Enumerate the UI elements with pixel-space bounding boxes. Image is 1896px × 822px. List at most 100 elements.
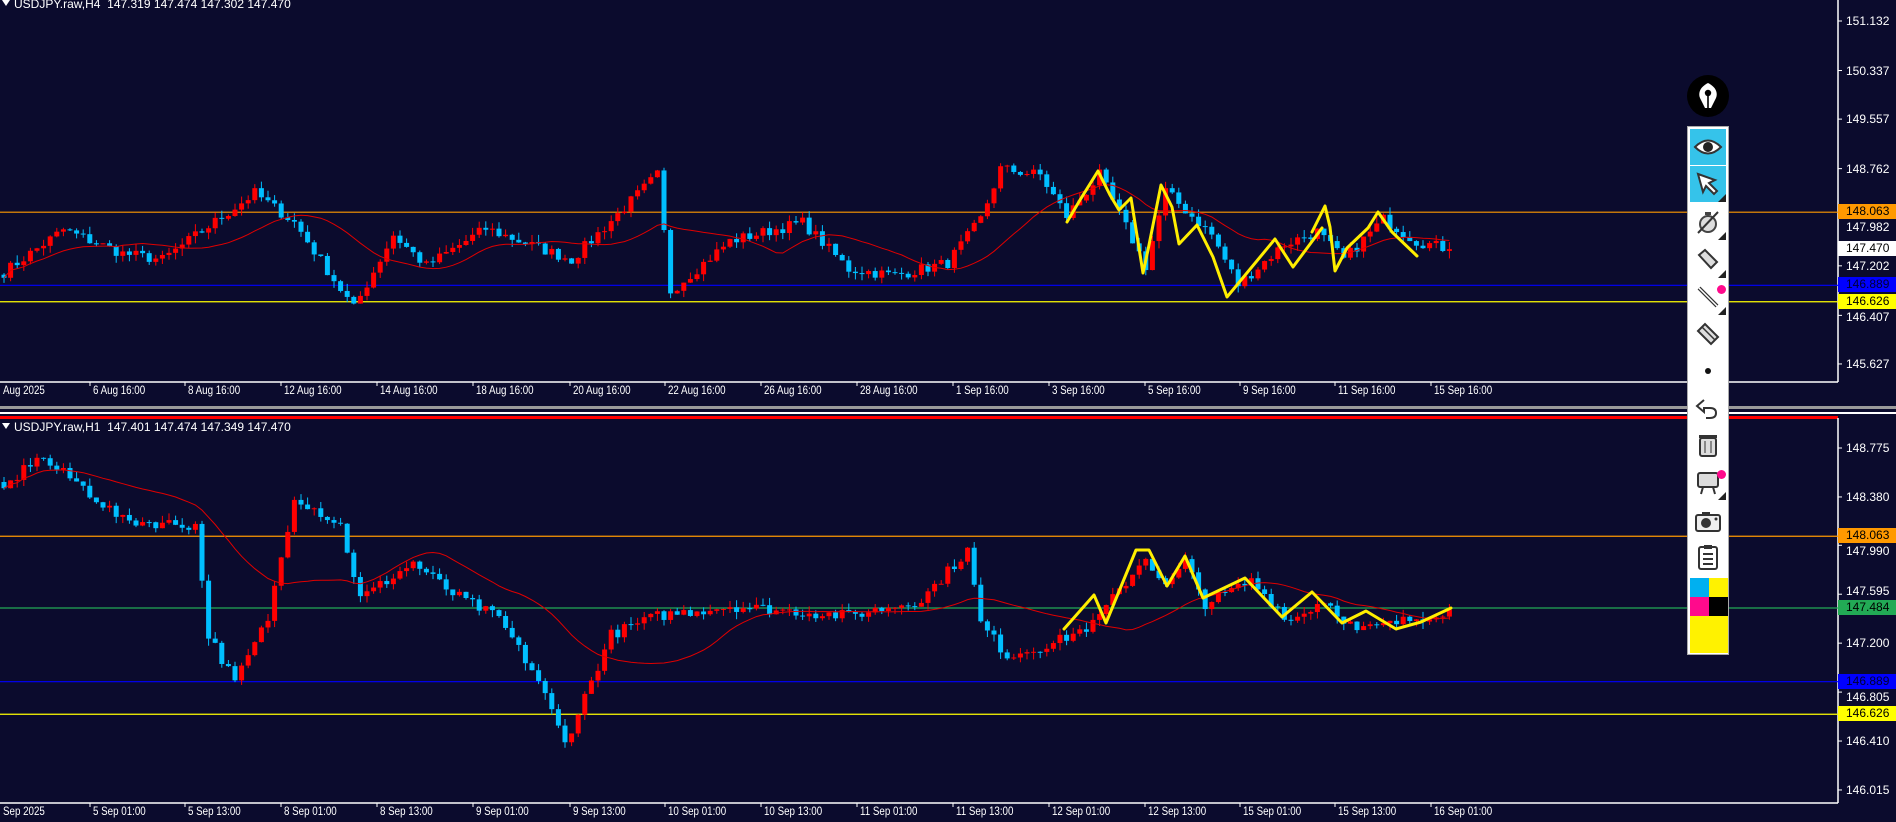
candle-body <box>780 609 786 611</box>
candle-body <box>542 243 548 255</box>
candle-body <box>951 566 957 569</box>
candle-body <box>47 236 53 246</box>
candle-body <box>628 196 634 212</box>
candle-body <box>324 255 330 276</box>
line-tool[interactable] <box>1690 279 1726 315</box>
candle-body <box>687 610 693 616</box>
candle-body <box>404 242 410 247</box>
price-axis-label: 146.015 <box>1846 782 1890 797</box>
chart-pane-h4 <box>0 0 1842 386</box>
fountain-pen-logo-icon[interactable] <box>1687 75 1729 117</box>
eraser-tool[interactable] <box>1690 316 1726 352</box>
stopwatch-off-tool[interactable] <box>1690 204 1726 240</box>
candle-body <box>489 228 495 230</box>
color-swatch-black[interactable] <box>1709 597 1728 616</box>
candle-body <box>443 579 449 590</box>
candle-body <box>351 296 357 304</box>
time-axis-label: 10 Sep 01:00 <box>668 806 727 818</box>
candle-body <box>747 608 753 610</box>
candle-body <box>219 217 225 219</box>
candle-body <box>661 170 667 231</box>
eye-tool[interactable] <box>1690 129 1726 165</box>
candle-body <box>595 670 601 681</box>
candle-body <box>813 231 819 235</box>
candle-body <box>1229 259 1235 270</box>
candle-body <box>965 547 971 562</box>
collapse-triangle-icon[interactable] <box>2 423 10 429</box>
candle-body <box>1070 633 1076 641</box>
dot-size-tool[interactable] <box>1690 353 1726 389</box>
time-axis-label: 11 Sep 16:00 <box>1338 385 1396 397</box>
clipboard-button[interactable] <box>1690 539 1726 575</box>
candle-body <box>819 231 825 246</box>
level-price-tag: 146.626 <box>1838 293 1896 309</box>
candle-body <box>1103 605 1109 615</box>
cursor-tool[interactable] <box>1690 166 1726 202</box>
candle-body <box>555 709 561 726</box>
candle-body <box>311 508 317 510</box>
candle-body <box>747 233 753 239</box>
candle-body <box>225 663 231 667</box>
candle-body <box>740 608 746 612</box>
time-axis-label: 11 Sep 13:00 <box>956 806 1014 818</box>
undo-button[interactable] <box>1690 391 1726 427</box>
candle-body <box>47 458 53 466</box>
price-axis-label: 150.337 <box>1846 63 1890 78</box>
candle-body <box>727 607 733 609</box>
candle-body <box>786 609 792 611</box>
candle-body <box>1394 620 1400 625</box>
candle-body <box>239 665 245 681</box>
candle-body <box>1050 186 1056 195</box>
candle-body <box>159 254 165 259</box>
candle-body <box>1275 606 1281 608</box>
candle-body <box>753 604 759 609</box>
candle-body <box>1308 612 1314 614</box>
candle-body <box>984 203 990 217</box>
candle-body <box>905 273 911 278</box>
candle-body <box>879 270 885 278</box>
candle-body <box>1380 623 1386 626</box>
candle-body <box>153 522 159 529</box>
candle-body <box>1064 634 1070 641</box>
collapse-triangle-icon[interactable] <box>2 0 10 6</box>
open-value: 147.319 <box>107 0 151 11</box>
candle-body <box>245 655 251 666</box>
price-axis-label: 148.380 <box>1846 489 1890 504</box>
time-axis-label: 20 Aug 16:00 <box>573 385 631 397</box>
candle-body <box>1235 269 1241 287</box>
candle-body <box>780 229 786 234</box>
moving-average-line <box>3 184 1450 279</box>
level-price-tag: 148.063 <box>1838 528 1896 544</box>
time-axis-label: 12 Sep 13:00 <box>1148 806 1207 818</box>
chart-pane-h1 <box>0 418 1842 807</box>
candle-body <box>173 248 179 253</box>
easel-tool[interactable] <box>1690 464 1726 500</box>
candle-body <box>912 606 918 608</box>
high-value: 147.474 <box>153 420 198 434</box>
time-axis-label: 5 Sep 01:00 <box>93 806 146 818</box>
candle-body <box>390 235 396 249</box>
candle-body <box>674 611 680 615</box>
candle-body <box>1341 616 1347 624</box>
pencil-tool[interactable] <box>1690 242 1726 278</box>
candle-body <box>516 637 522 645</box>
color-swatch-yellow[interactable] <box>1709 578 1728 597</box>
candle-body <box>225 216 231 219</box>
color-swatch-cyan[interactable] <box>1690 578 1709 597</box>
candle-body <box>1189 559 1195 573</box>
camera-button[interactable] <box>1690 503 1726 539</box>
candle-body <box>800 217 806 223</box>
candle-body <box>701 261 707 275</box>
candle-body <box>344 290 350 297</box>
candle-body <box>1156 215 1162 242</box>
trash-button[interactable] <box>1690 427 1726 463</box>
candle-body <box>1 482 7 489</box>
color-swatch-magenta[interactable] <box>1690 597 1709 616</box>
candle-body <box>397 235 403 243</box>
candle-body <box>100 502 106 508</box>
current-color-swatch[interactable] <box>1690 616 1728 653</box>
candle-body <box>846 610 852 612</box>
price-axis-label: 147.990 <box>1846 544 1890 559</box>
time-axis-label: 15 Sep 13:00 <box>1338 806 1397 818</box>
